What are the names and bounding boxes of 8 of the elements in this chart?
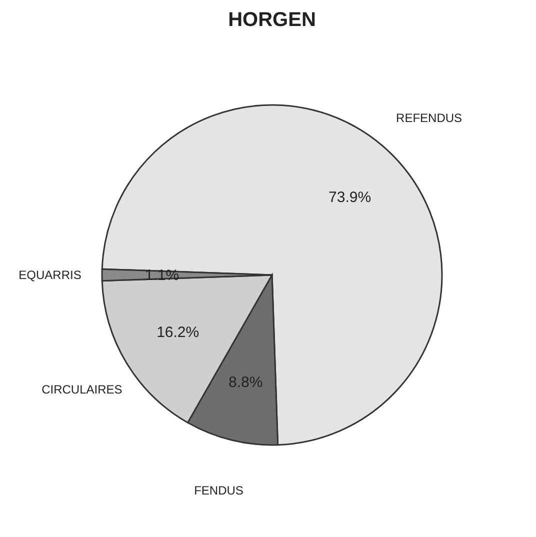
chart-title: HORGEN <box>228 9 316 31</box>
data-label: 73.9% <box>328 189 372 206</box>
slice-label: EQUARRIS <box>18 268 82 282</box>
slice-label: CIRCULAIRES <box>42 382 122 397</box>
slice-label: REFENDUS <box>396 111 462 126</box>
data-label: 8.8% <box>228 374 263 391</box>
data-label: 16.2% <box>156 324 200 341</box>
slice-label: FENDUS <box>194 484 244 498</box>
